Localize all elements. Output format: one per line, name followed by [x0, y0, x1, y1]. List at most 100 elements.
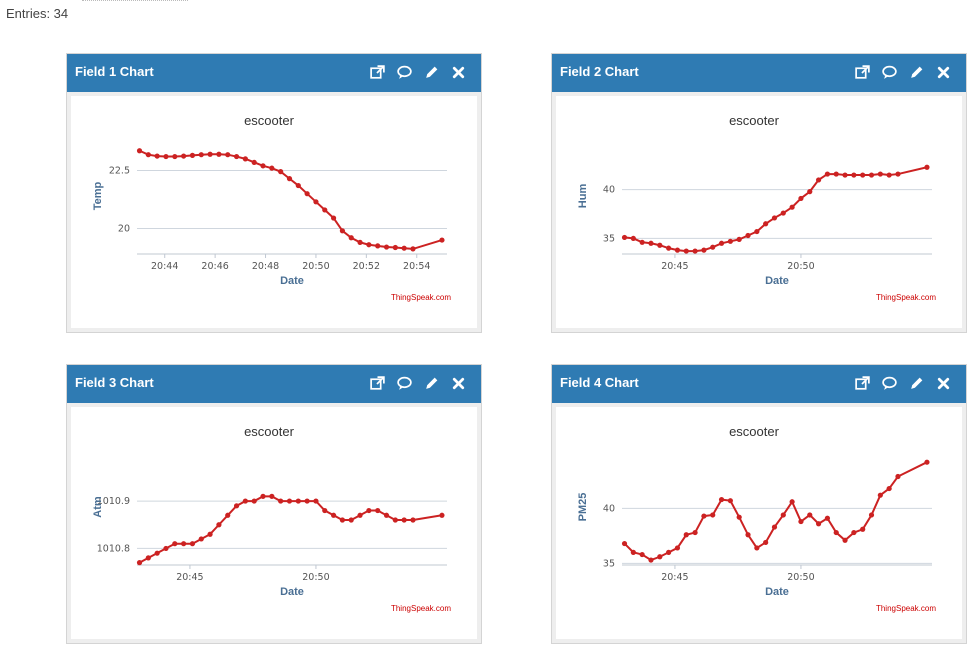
field-1-chart-panel: Field 1 Chart escooter 20 22.5 20:44 20:46 20…	[66, 53, 482, 333]
field-4-chart-panel: Field 4 Chart escooter 35 40 20:45 20:50 Date…	[551, 364, 967, 644]
pencil-icon[interactable]	[423, 64, 440, 81]
series-line	[139, 495, 443, 564]
data-point	[815, 521, 822, 527]
data-point	[763, 221, 769, 227]
data-point	[807, 189, 813, 195]
data-point	[260, 163, 266, 169]
data-point	[824, 515, 831, 521]
data-point	[701, 513, 707, 519]
panel-title: Field 4 Chart	[560, 375, 639, 390]
chart-area: escooter 35 40 20:45 20:50 Date Hum ThingSpeak.…	[556, 96, 962, 328]
data-point	[242, 156, 248, 162]
panel-title: Field 2 Chart	[560, 64, 639, 79]
data-point	[330, 215, 337, 221]
data-point	[392, 244, 398, 251]
data-point	[136, 560, 143, 566]
data-point	[357, 512, 363, 518]
data-point	[877, 492, 883, 498]
data-point	[648, 240, 654, 246]
chart-area: escooter 1010.8 1010.9 20:45 20:50 Date Atm Thi…	[71, 407, 477, 639]
y-tick-label: 40	[603, 503, 615, 514]
panel-title: Field 3 Chart	[75, 375, 154, 390]
series-line	[139, 149, 443, 250]
data-point	[683, 248, 689, 254]
data-point	[295, 182, 301, 189]
data-point	[198, 536, 204, 542]
close-icon[interactable]	[450, 375, 467, 392]
data-point	[798, 195, 804, 202]
external-link-icon[interactable]	[369, 375, 386, 392]
data-point	[410, 246, 416, 252]
comment-icon[interactable]	[881, 64, 898, 81]
comment-icon[interactable]	[396, 375, 413, 392]
comment-icon[interactable]	[881, 375, 898, 392]
data-point	[780, 512, 786, 518]
data-point	[207, 531, 213, 537]
chart-field-3: escooter 1010.8 1010.9 20:45 20:50 Date Atm Thi…	[92, 424, 451, 613]
external-link-icon[interactable]	[854, 64, 871, 81]
pencil-icon[interactable]	[423, 375, 440, 392]
chart-title: escooter	[729, 424, 780, 439]
y-tick-label: 40	[603, 185, 615, 196]
pencil-icon[interactable]	[908, 64, 925, 81]
x-tick-label: 20:48	[252, 261, 279, 272]
data-point	[348, 235, 354, 241]
data-point	[366, 507, 372, 514]
x-tick-label: 20:52	[353, 261, 380, 272]
data-point	[754, 228, 760, 235]
close-icon[interactable]	[935, 375, 952, 392]
data-point	[278, 169, 284, 175]
data-point	[833, 171, 839, 177]
chart-title: escooter	[729, 113, 780, 128]
data-point	[763, 539, 769, 546]
x-axis-label: Date	[765, 586, 789, 598]
data-point	[648, 557, 654, 563]
data-point	[163, 153, 169, 160]
chart-title: escooter	[244, 113, 295, 128]
data-point	[630, 235, 636, 242]
series-line	[623, 461, 928, 562]
panel-actions	[369, 64, 467, 81]
data-point	[789, 204, 795, 210]
comment-icon[interactable]	[396, 64, 413, 81]
data-point	[683, 532, 689, 538]
x-tick-label: 20:44	[151, 261, 178, 272]
data-point	[666, 245, 672, 251]
external-link-icon[interactable]	[369, 64, 386, 81]
close-icon[interactable]	[935, 64, 952, 81]
data-point	[225, 152, 231, 158]
x-tick-label: 20:45	[661, 572, 688, 583]
chart-field-2: escooter 35 40 20:45 20:50 Date Hum ThingSpeak.…	[577, 113, 936, 302]
chart-area: escooter 35 40 20:45 20:50 Date PM25 ThingSpeak…	[556, 407, 962, 639]
panel-header: Field 4 Chart	[552, 365, 966, 403]
chart-credit: ThingSpeak.com	[876, 293, 936, 302]
external-link-icon[interactable]	[854, 375, 871, 392]
data-point	[851, 172, 857, 178]
data-point	[727, 238, 733, 244]
panel-header: Field 2 Chart	[552, 54, 966, 92]
data-point	[877, 171, 883, 177]
data-point	[639, 239, 645, 245]
data-point	[807, 512, 813, 518]
data-point	[666, 549, 672, 555]
data-point	[330, 512, 337, 518]
close-icon[interactable]	[450, 64, 467, 81]
panel-actions	[369, 375, 467, 392]
chart-area: escooter 20 22.5 20:44 20:46 20:48 20:50 20:52 2…	[71, 96, 477, 328]
data-point	[745, 532, 751, 538]
chart-credit: ThingSpeak.com	[391, 293, 451, 302]
x-tick-label: 20:50	[787, 572, 814, 583]
data-point	[868, 512, 875, 518]
data-point	[692, 248, 698, 254]
data-point	[313, 498, 319, 504]
data-point	[269, 165, 275, 171]
data-point	[286, 498, 293, 504]
data-point	[181, 541, 187, 547]
data-point	[339, 517, 346, 523]
pencil-icon[interactable]	[908, 375, 925, 392]
data-point	[895, 171, 901, 177]
data-point	[771, 524, 778, 530]
data-point	[145, 152, 151, 158]
data-point	[401, 517, 407, 523]
data-point	[439, 237, 445, 243]
